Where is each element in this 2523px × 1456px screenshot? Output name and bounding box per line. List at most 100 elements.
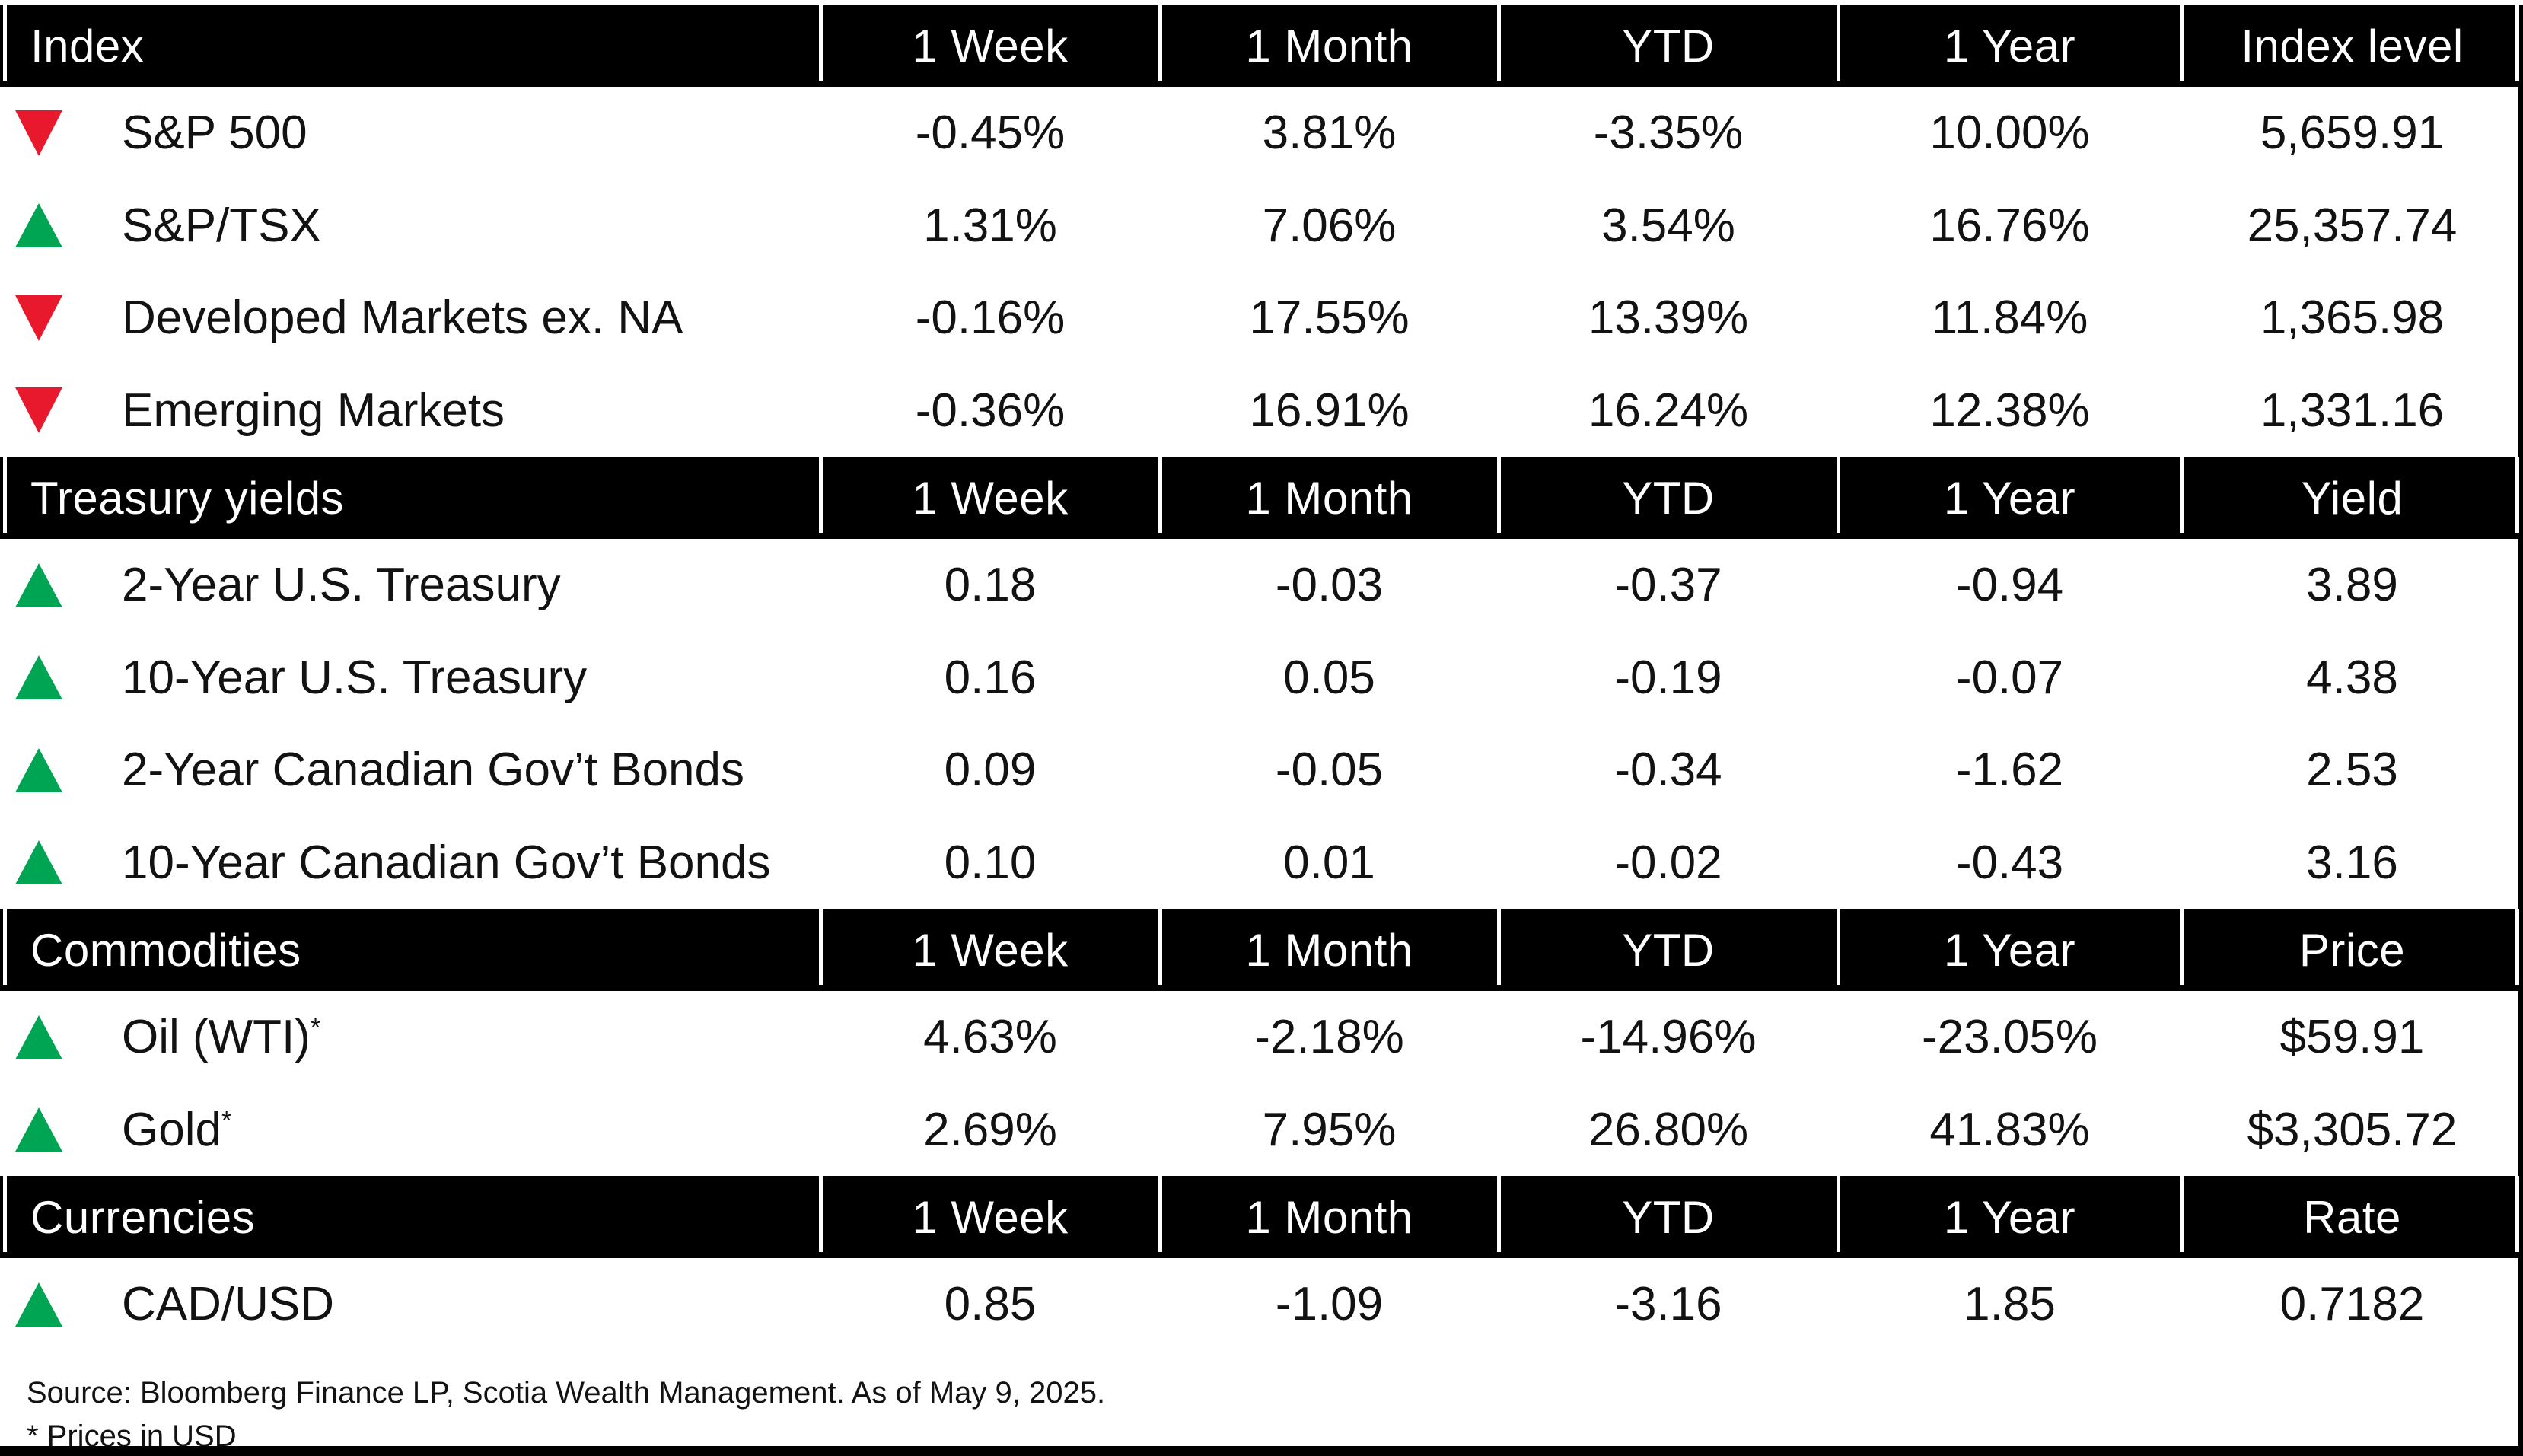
table-row: 10-Year U.S. Treasury 0.16 0.05 -0.19 -0…	[0, 632, 2523, 725]
value-cell: 0.01	[1283, 836, 1375, 889]
up-triangle-icon	[15, 840, 62, 885]
column-header-1week: 1 Week	[819, 909, 1160, 991]
table-row: Oil (WTI)* 4.63% -2.18% -14.96% -23.05% …	[0, 991, 2523, 1084]
value-cell: 1.31%	[923, 199, 1057, 252]
section-title: Index	[30, 20, 145, 72]
row-label: S&P 500	[122, 107, 307, 160]
value-cell: 0.09	[944, 744, 1037, 797]
table-row: Gold* 2.69% 7.95% 26.80% 41.83% $3,305.7…	[0, 1084, 2523, 1177]
column-header-ytd: YTD	[1497, 909, 1838, 991]
value-cell: 16.76%	[1929, 199, 2090, 252]
value-cell: $3,305.72	[2247, 1103, 2458, 1156]
section-header-index: Index 1 Week 1 Month YTD 1 Year Index le…	[0, 5, 2523, 87]
value-cell: -0.37	[1614, 559, 1722, 612]
value-cell: 0.05	[1283, 651, 1375, 704]
column-header-price: Price	[2180, 909, 2523, 991]
column-header-1year: 1 Year	[1837, 909, 2181, 991]
value-cell: -1.62	[1955, 744, 2064, 797]
up-triangle-icon	[15, 655, 62, 700]
row-label: 2-Year Canadian Gov’t Bonds	[122, 744, 745, 797]
up-triangle-icon	[15, 1107, 62, 1152]
column-header-1week: 1 Week	[819, 457, 1160, 539]
table-row: 2-Year Canadian Gov’t Bonds 0.09 -0.05 -…	[0, 724, 2523, 817]
up-triangle-icon	[15, 562, 62, 607]
value-cell: 13.39%	[1588, 292, 1749, 345]
value-cell: 2.69%	[923, 1103, 1057, 1156]
column-header-rate: Rate	[2180, 1176, 2523, 1258]
value-cell: 3.89	[2306, 559, 2398, 612]
row-label: Gold*	[122, 1103, 232, 1156]
value-cell: 1,365.98	[2260, 292, 2445, 345]
value-cell: 41.83%	[1929, 1103, 2090, 1156]
up-triangle-icon	[15, 747, 62, 792]
column-header-1month: 1 Month	[1158, 1176, 1499, 1258]
column-header-ytd: YTD	[1497, 457, 1838, 539]
up-triangle-icon	[15, 1282, 62, 1327]
section-header-commodities: Commodities 1 Week 1 Month YTD 1 Year Pr…	[0, 909, 2523, 991]
table-row: Developed Markets ex. NA -0.16% 17.55% 1…	[0, 272, 2523, 365]
value-cell: -0.19	[1614, 651, 1722, 704]
table-row: 2-Year U.S. Treasury 0.18 -0.03 -0.37 -0…	[0, 539, 2523, 632]
column-header-ytd: YTD	[1497, 5, 1838, 87]
value-cell: -3.35%	[1593, 107, 1744, 160]
source-line: Source: Bloomberg Finance LP, Scotia Wea…	[27, 1375, 1106, 1410]
value-cell: 7.06%	[1262, 199, 1397, 252]
down-triangle-icon	[15, 110, 62, 156]
value-cell: 1.85	[1964, 1278, 2056, 1331]
value-cell: $59.91	[2279, 1011, 2425, 1064]
value-cell: -2.18%	[1254, 1011, 1404, 1064]
row-label: 10-Year U.S. Treasury	[122, 651, 588, 704]
value-cell: -14.96%	[1580, 1011, 1757, 1064]
value-cell: 12.38%	[1929, 384, 2090, 437]
value-cell: -0.43	[1955, 836, 2064, 889]
column-header-yield: Yield	[2180, 457, 2523, 539]
section-title: Treasury yields	[30, 472, 345, 524]
value-cell: 2.53	[2306, 744, 2398, 797]
value-cell: 4.38	[2306, 651, 2398, 704]
table-row: CAD/USD 0.85 -1.09 -3.16 1.85 0.7182	[0, 1258, 2523, 1351]
column-header-1month: 1 Month	[1158, 5, 1499, 87]
column-header-ytd: YTD	[1497, 1176, 1838, 1258]
value-cell: 3.16	[2306, 836, 2398, 889]
value-cell: -0.16%	[915, 292, 1066, 345]
table-right-border	[2518, 5, 2523, 1456]
value-cell: 7.95%	[1262, 1103, 1397, 1156]
table-row: S&P/TSX 1.31% 7.06% 3.54% 16.76% 25,357.…	[0, 180, 2523, 272]
value-cell: 25,357.74	[2247, 199, 2458, 252]
value-cell: -0.03	[1275, 559, 1384, 612]
value-cell: -0.07	[1955, 651, 2064, 704]
value-cell: 5,659.91	[2260, 107, 2445, 160]
section-header-treasury-yields: Treasury yields 1 Week 1 Month YTD 1 Yea…	[0, 457, 2523, 539]
value-cell: 11.84%	[1931, 292, 2088, 345]
value-cell: -0.45%	[915, 107, 1066, 160]
row-label: S&P/TSX	[122, 199, 321, 252]
value-cell: 0.10	[944, 836, 1037, 889]
down-triangle-icon	[15, 387, 62, 434]
bottom-bar	[0, 1446, 2523, 1456]
value-cell: 17.55%	[1249, 292, 1410, 345]
value-cell: 0.85	[944, 1278, 1037, 1331]
row-label: CAD/USD	[122, 1278, 335, 1331]
column-header-1week: 1 Week	[819, 5, 1160, 87]
section-header-currencies: Currencies 1 Week 1 Month YTD 1 Year Rat…	[0, 1176, 2523, 1258]
column-header-1year: 1 Year	[1837, 457, 2181, 539]
value-cell: 0.16	[944, 651, 1037, 704]
value-cell: -1.09	[1275, 1278, 1384, 1331]
column-header-index-level: Index level	[2180, 5, 2523, 87]
section-title: Commodities	[30, 924, 301, 976]
up-triangle-icon	[15, 203, 62, 248]
column-header-1month: 1 Month	[1158, 457, 1499, 539]
column-header-1week: 1 Week	[819, 1176, 1160, 1258]
row-label: Emerging Markets	[122, 384, 505, 437]
value-cell: -0.05	[1275, 744, 1384, 797]
column-header-1month: 1 Month	[1158, 909, 1499, 991]
value-cell: 1,331.16	[2260, 384, 2445, 437]
value-cell: 0.7182	[2279, 1278, 2425, 1331]
table-row: 10-Year Canadian Gov’t Bonds 0.10 0.01 -…	[0, 817, 2523, 910]
value-cell: -23.05%	[1922, 1011, 2098, 1064]
section-title: Currencies	[30, 1191, 256, 1243]
value-cell: -0.36%	[915, 384, 1066, 437]
table-row: Emerging Markets -0.36% 16.91% 16.24% 12…	[0, 365, 2523, 457]
value-cell: 16.91%	[1249, 384, 1410, 437]
